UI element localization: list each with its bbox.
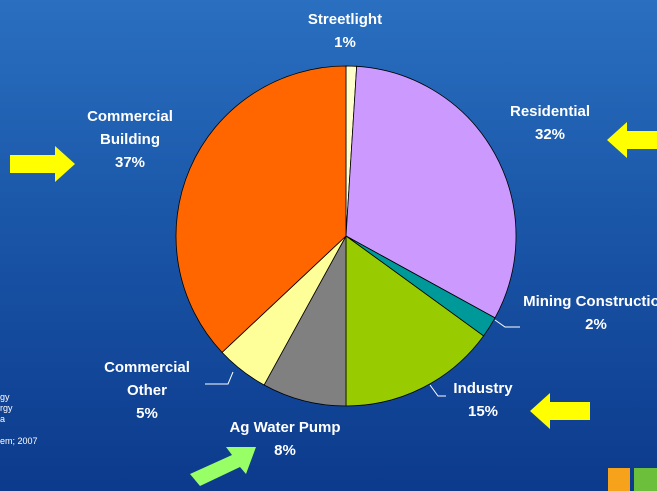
logo-part [634,468,657,491]
value-label: 15% [467,403,499,420]
category-label: Commercial Other [104,359,190,399]
slice-label: Ag Water Pump 8% [200,416,370,462]
logo-part [608,468,630,491]
arrow [607,122,657,158]
slice-label: Commercial Building 37% [75,105,185,174]
arrow [10,146,75,182]
category-label: Residential [509,103,591,120]
pie-slice [345,65,517,319]
category-label: Ag Water Pump [229,419,341,436]
leader-lines [205,319,520,397]
category-label: Commercial Building [87,108,173,148]
value-label: 32% [534,126,566,143]
pie [175,65,517,407]
arrows [10,122,657,486]
arrow [190,447,256,486]
source-text: a [0,414,6,424]
value-label: 37% [114,154,146,171]
slice-label: Streetlight 1% [265,8,425,54]
value-label: 1% [334,34,356,51]
category-label: Mining Construction [523,293,657,310]
source-text: gy [0,392,10,402]
category-label: Streetlight [307,11,383,28]
logo [608,468,657,491]
slice-label: Industry 15% [423,377,543,423]
value-label: 5% [136,405,158,422]
arrow [530,393,590,429]
leader-line [494,319,520,328]
leader-line [205,371,234,385]
value-label: 2% [585,316,607,333]
slice-label: Commercial Other 5% [92,356,202,425]
source-text: em; 2007 [0,436,38,446]
category-label: Industry [453,380,513,397]
slice-label: Mining Construction 2% [521,290,657,336]
pie-slice [175,65,347,353]
slice-label: Residential 32% [470,100,630,146]
leader-line [429,384,446,397]
pie-slice [345,235,485,407]
value-label: 8% [274,442,296,459]
source-text: rgy [0,403,13,413]
